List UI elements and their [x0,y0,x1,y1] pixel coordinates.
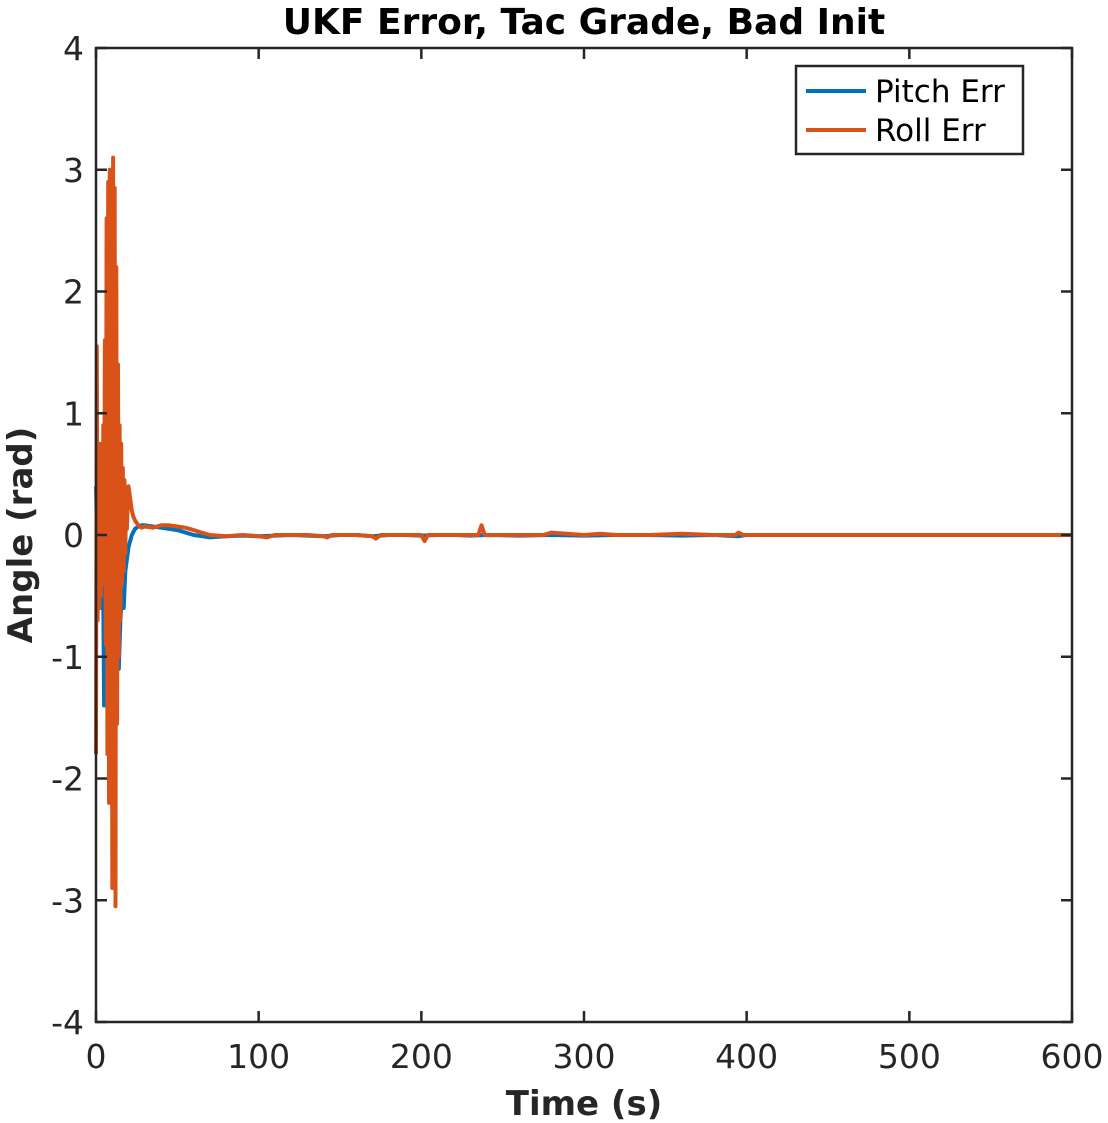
x-tick-label: 500 [878,1037,941,1076]
legend-label-roll: Roll Err [875,113,986,149]
chart-title: UKF Error, Tac Grade, Bad Init [283,2,885,43]
y-tick-label: 1 [63,394,84,433]
tick-layer [94,46,1074,1024]
y-tick-label: -2 [51,760,84,799]
series-layer [94,155,1072,909]
y-tick-label: 3 [63,151,84,190]
y-tick-label: -4 [51,1003,84,1042]
x-tick-label: 600 [1041,1037,1104,1076]
y-tick-label: 4 [63,29,84,68]
y-tick-label: 0 [63,516,84,555]
x-tick-label: 300 [553,1037,616,1076]
legend-label-pitch: Pitch Err [875,74,1005,110]
series-line-roll-err [94,155,1072,909]
x-tick-label: 0 [86,1037,107,1076]
legend: Pitch Err Roll Err [794,64,1025,156]
y-tick-label: -1 [51,638,84,677]
legend-box [794,64,1025,156]
y-tick-label: -3 [51,881,84,920]
y-tick-label: 2 [63,273,84,312]
x-tick-label: 200 [390,1037,453,1076]
y-axis-label: Angle (rad) [1,427,41,644]
x-axis-label: Time (s) [506,1084,663,1123]
x-tick-label: 100 [227,1037,290,1076]
tick-label-layer: 0 100 200 300 400 500 600 4 3 2 1 0 -1 -2 -3 -4 [51,29,1103,1076]
x-tick-label: 400 [715,1037,778,1076]
